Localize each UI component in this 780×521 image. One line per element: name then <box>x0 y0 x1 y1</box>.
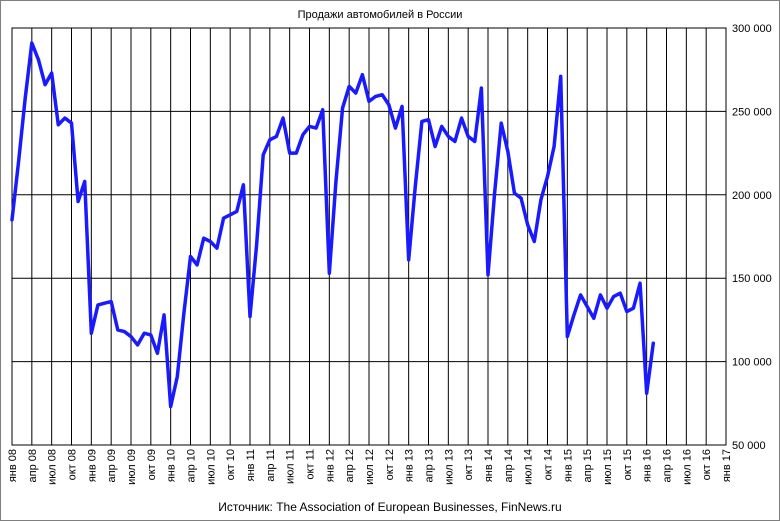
y-tick-label: 100 000 <box>732 357 772 369</box>
x-tick-label: окт 16 <box>701 449 713 480</box>
x-tick-label: апр 16 <box>662 449 674 482</box>
x-tick-label: июл 11 <box>285 449 297 484</box>
x-tick-label: апр 10 <box>186 449 198 482</box>
y-tick-label: 50 000 <box>732 440 766 452</box>
x-tick-label: окт 10 <box>225 449 237 480</box>
x-tick-label: окт 09 <box>146 449 158 480</box>
x-tick-label: июл 14 <box>523 449 535 485</box>
x-tick-label: янв 09 <box>86 449 98 482</box>
x-axis-tick-labels: янв 08 апр 08 июл 08 окт 08 янв 09 апр 09 июл … <box>7 449 733 485</box>
x-tick-label: янв 16 <box>642 449 654 482</box>
x-tick-label: июл 10 <box>205 449 217 485</box>
y-tick-label: 300 000 <box>732 23 772 35</box>
x-tick-label: янв 12 <box>324 449 336 482</box>
y-tick-label: 250 000 <box>732 106 772 118</box>
x-tick-label: янв 08 <box>7 449 19 482</box>
x-tick-label: янв 10 <box>166 449 178 482</box>
x-tick-label: апр 13 <box>424 449 436 482</box>
y-tick-label: 150 000 <box>732 273 772 285</box>
x-tick-label: апр 08 <box>27 449 39 482</box>
chart-title: Продажи автомобилей в России <box>297 9 463 21</box>
source-note: Источник: The Association of European Bu… <box>218 500 562 514</box>
x-tick-label: окт 12 <box>384 449 396 480</box>
x-tick-label: янв 13 <box>404 449 416 482</box>
x-tick-label: июл 09 <box>126 449 138 485</box>
x-tick-label: окт 13 <box>463 449 475 480</box>
x-tick-label: янв 11 <box>245 449 257 481</box>
x-tick-label: апр 09 <box>106 449 118 482</box>
plot-area-border <box>11 27 727 446</box>
vertical-gridlines <box>11 28 727 445</box>
x-tick-label: окт 08 <box>67 449 79 480</box>
x-tick-label: апр 14 <box>503 449 515 482</box>
y-tick-label: 200 000 <box>732 190 772 202</box>
x-tick-label: июл 12 <box>364 449 376 485</box>
sales-series-line <box>10 41 656 409</box>
x-tick-label: июл 16 <box>681 449 693 485</box>
x-tick-label: апр 12 <box>344 449 356 482</box>
x-tick-label: окт 14 <box>543 449 555 480</box>
x-tick-label: окт 11 <box>305 449 317 480</box>
x-tick-label: апр 11 <box>265 449 277 482</box>
x-tick-label: июл 08 <box>47 449 59 485</box>
plot-area <box>11 27 727 446</box>
x-tick-label: окт 15 <box>622 449 634 480</box>
y-axis-tick-labels: 50 000 100 000 150 000 200 000 250 000 300 00… <box>732 23 772 452</box>
x-tick-label: июл 15 <box>602 449 614 485</box>
x-tick-label: янв 15 <box>562 449 574 482</box>
x-tick-label: янв 17 <box>721 449 733 482</box>
x-tick-label: апр 15 <box>582 449 594 482</box>
x-tick-label: янв 14 <box>483 449 495 482</box>
x-tick-label: июл 13 <box>443 449 455 485</box>
